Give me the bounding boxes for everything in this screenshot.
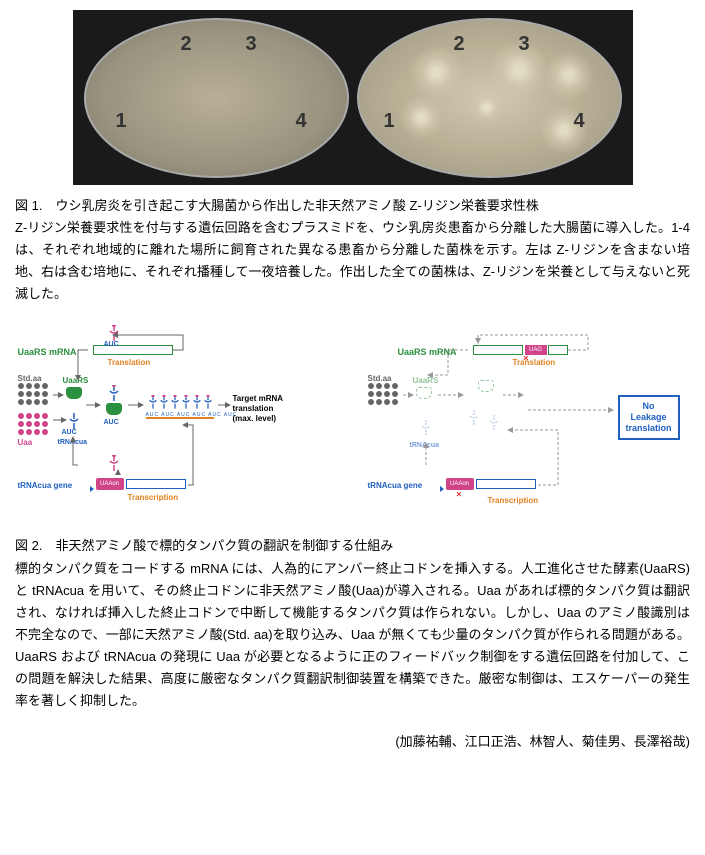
- authors: (加藤祐輔、江口正浩、林智人、菊佳男、長澤裕哉): [15, 732, 690, 753]
- uaa-label: Uaa: [18, 437, 33, 450]
- promoter-icon-r: [430, 480, 444, 490]
- uaaon-box: UAAon: [96, 478, 124, 490]
- uaars-enzyme-icon: [66, 387, 82, 399]
- figure1-caption: 図 1. ウシ乳房炎を引き起こす大腸菌から作出した非天然アミノ酸 Z-リジン栄養…: [15, 195, 690, 305]
- trna-gene-box-r: [476, 479, 536, 489]
- target-mrna-line: [146, 417, 214, 419]
- dish-label-4: 4: [296, 105, 307, 137]
- dish-label-2: 2: [181, 28, 192, 60]
- no-leakage-line3: translation: [626, 423, 672, 434]
- diagram-left-panel: UaaRS mRNA Translation AUC Std.aa UaaRS …: [18, 325, 338, 525]
- x-mark-2: ✕: [456, 489, 463, 502]
- uaars-label-r: UaaRS: [413, 375, 439, 388]
- target-trna-row: [148, 395, 213, 409]
- dish-label-1b: 1: [384, 105, 395, 137]
- figure2-image: UaaRS mRNA Translation AUC Std.aa UaaRS …: [18, 325, 688, 525]
- translation-label-r: Translation: [513, 357, 556, 370]
- uaars-gene-box-r: [473, 345, 523, 355]
- trna-cua-label: tRNAcua: [58, 437, 88, 448]
- figure1-caption-title: 図 1. ウシ乳房炎を引き起こす大腸菌から作出した非天然アミノ酸 Z-リジン栄養…: [15, 195, 690, 217]
- petri-dish-right: 1 2 3 4: [357, 18, 622, 178]
- dish-label-1: 1: [116, 105, 127, 137]
- colony: [469, 90, 504, 125]
- figure2-caption: 図 2. 非天然アミノ酸で標的タンパク質の翻訳を制御する仕組み 標的タンパク質を…: [15, 535, 690, 712]
- auc-label-2: AUC: [104, 417, 119, 428]
- trna-faded-3: [420, 420, 432, 436]
- no-leakage-line2: Leakage: [626, 412, 672, 423]
- no-leakage-box: No Leakage translation: [618, 395, 680, 439]
- trna-faded-2: [488, 415, 500, 431]
- transcription-label-r: Transcription: [488, 495, 539, 508]
- diagram-right-panel: UaaRS mRNA UAG ✕ Translation Std.aa UaaR…: [368, 325, 688, 525]
- petri-dish-left: 1 2 3 4: [84, 18, 349, 178]
- uaars-mrna-label: UaaRS mRNA: [18, 345, 77, 359]
- trna-gene-label-r: tRNAcua gene: [368, 480, 423, 493]
- figure1-image: 1 2 3 4 1 2 3 4: [73, 10, 633, 185]
- trna-gene-label: tRNAcua gene: [18, 480, 73, 493]
- trna-faded: [468, 410, 480, 426]
- trna-icon-4: [108, 455, 120, 471]
- figure2-caption-body: 標的タンパク質をコードする mRNA には、人為的にアンバー終止コドンを挿入する…: [15, 558, 690, 713]
- max-level-label: (max. level): [233, 413, 277, 426]
- no-leakage-line1: No: [626, 401, 672, 412]
- auc-label-1: AUC: [104, 339, 119, 350]
- dish-label-2b: 2: [454, 28, 465, 60]
- figure2-caption-title: 図 2. 非天然アミノ酸で標的タンパク質の翻訳を制御する仕組み: [15, 535, 690, 557]
- std-aa-dots: [18, 383, 48, 405]
- uaars-mrna-label-r: UaaRS mRNA: [398, 345, 457, 359]
- uaars-gene-box-r2: [548, 345, 568, 355]
- colony: [544, 50, 594, 100]
- uaa-dots: [18, 413, 48, 435]
- dish-label-3b: 3: [519, 28, 530, 60]
- uaars-enzyme-faded-2: [478, 380, 494, 392]
- promoter-icon: [80, 480, 94, 490]
- trna-cua-label-r: tRNAcua: [410, 440, 440, 451]
- uaars-enzyme-faded: [416, 387, 432, 399]
- colony: [399, 95, 444, 140]
- std-aa-dots-r: [368, 383, 398, 405]
- translation-label-1: Translation: [108, 357, 151, 370]
- trna-icon-2: [108, 385, 120, 401]
- transcription-label: Transcription: [128, 492, 179, 505]
- uaars-enzyme-icon-2: [106, 403, 122, 415]
- figure1-caption-body: Z-リジン栄養要求性を付与する遺伝回路を含むプラスミドを、ウシ乳房炎患畜から分離…: [15, 217, 690, 305]
- dish-label-4b: 4: [574, 105, 585, 137]
- trna-gene-box: [126, 479, 186, 489]
- dish-label-3: 3: [246, 28, 257, 60]
- uaars-label: UaaRS: [63, 375, 89, 388]
